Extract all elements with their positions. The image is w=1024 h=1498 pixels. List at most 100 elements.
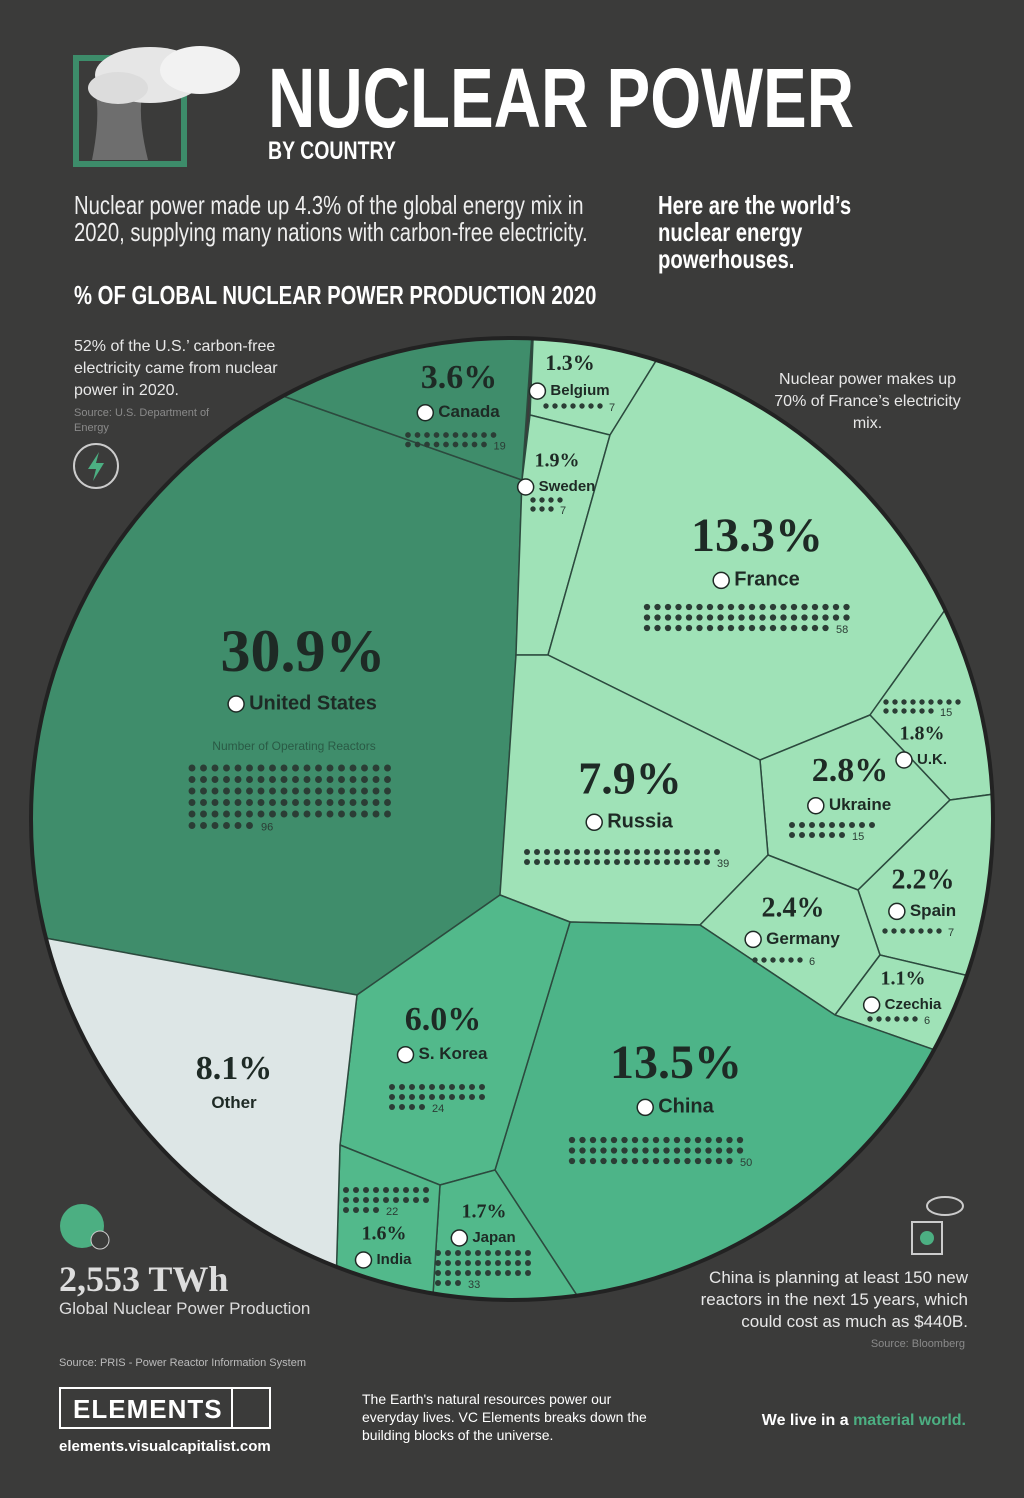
reactor-dot [738, 614, 745, 621]
reactor-dot [789, 832, 795, 838]
reactor-dot [614, 859, 620, 865]
reactor-dot [246, 776, 253, 783]
globe-icon [90, 1230, 110, 1250]
reactor-dot [246, 787, 253, 795]
reactor-dot [361, 787, 368, 795]
reactor-dot [505, 1270, 511, 1276]
reactor-count: 58 [836, 624, 848, 636]
reactor-count: 6 [809, 956, 815, 968]
reactor-dot [748, 624, 756, 632]
reactor-dot [614, 849, 620, 855]
reactor-dot [530, 497, 536, 503]
reactor-dot [280, 799, 288, 806]
reactor-dot [525, 1250, 531, 1256]
reactor-dot [315, 810, 322, 818]
reactor-dot [706, 624, 714, 632]
reactor-dot [664, 849, 670, 855]
url: elements.visualcapitalist.com [59, 1438, 271, 1455]
reactor-dot [674, 849, 680, 855]
reactor-dot [384, 799, 391, 806]
reactor-dot [822, 624, 829, 632]
reactor-dot [574, 849, 580, 855]
reactor-dot [343, 1197, 349, 1203]
reactor-dot [462, 441, 468, 448]
reactor-dot [353, 1187, 359, 1193]
reactor-dot [726, 1157, 733, 1165]
reactor-dot [234, 810, 242, 818]
reactor-dot [624, 849, 630, 855]
reactor-dot [564, 849, 570, 855]
reactor-dot [534, 859, 540, 865]
reactor-dot [673, 1147, 681, 1154]
reactor-dot [471, 432, 478, 438]
reactor-dot [644, 859, 650, 865]
reactor-dot [643, 603, 651, 611]
reactor-dot [790, 603, 798, 611]
reactor-dot [525, 1270, 531, 1276]
reactor-dot [490, 432, 497, 438]
country-label: Canada [438, 402, 500, 421]
reactor-dot [435, 1250, 441, 1256]
reactor-dots [882, 928, 942, 934]
reactor-dot [600, 1157, 607, 1165]
reactor-dot [642, 1136, 649, 1144]
reactor-dot [455, 1280, 461, 1286]
reactor-dot [389, 1094, 395, 1100]
reactor-count: 6 [924, 1015, 930, 1027]
reactor-dot [363, 1187, 369, 1193]
reactor-dot [269, 810, 276, 818]
reactor-dot [819, 832, 825, 838]
reactor-dot [269, 776, 276, 783]
reactor-dot [621, 1157, 628, 1165]
reactor-count: 24 [432, 1103, 444, 1115]
value-label: 2.8% [812, 752, 889, 789]
reactor-dot [469, 1094, 475, 1100]
reactor-dot [405, 432, 411, 438]
flag [807, 796, 825, 815]
reactor-count: 7 [948, 927, 954, 939]
reactor-dot [554, 849, 560, 855]
flag [585, 813, 603, 832]
reactor-dot [292, 799, 299, 806]
reactor-dot [338, 810, 345, 818]
reactor-dot [883, 708, 889, 714]
reactor-dot [524, 859, 530, 865]
reactor-dot [372, 776, 380, 783]
country-label: Sweden [539, 478, 596, 495]
reactor-dot [188, 822, 196, 829]
reactor-dot [455, 1260, 461, 1266]
reactor-dot [524, 849, 530, 855]
reactor-dot [554, 859, 560, 865]
reactor-dot [859, 822, 865, 828]
reactor-dot [372, 787, 380, 795]
brand-icon [231, 1389, 271, 1427]
reactor-count: 7 [609, 402, 615, 414]
reactor-dot [759, 614, 766, 621]
reactor-dot [361, 810, 368, 818]
value-label: 8.1% [196, 1050, 273, 1087]
reactor-dots [524, 849, 720, 865]
reactor-dot [809, 822, 815, 828]
reactor-dot [769, 614, 777, 621]
reactor-dot [903, 1016, 909, 1022]
reactor-dot [223, 822, 230, 829]
flag [416, 403, 435, 422]
reactor-dot [849, 822, 855, 828]
reactor-dot [384, 810, 391, 818]
reactor-dot [624, 859, 630, 865]
reactor-count: 39 [717, 858, 729, 870]
reactor-dot [462, 432, 468, 438]
reactor-dot [654, 849, 660, 855]
reactor-dot [343, 1187, 349, 1193]
reactor-dot [349, 776, 357, 783]
labels: 30.9% United States 96 3.6% Canada 19 1.3% Belg… [188, 350, 961, 1291]
reactor-dot [727, 614, 735, 621]
annotation: 52% of the U.S.’ carbon-free electricity… [74, 338, 278, 399]
reactor-dot [419, 1084, 425, 1090]
reactor-dot [372, 799, 380, 806]
reactor-dot [564, 859, 570, 865]
reactor-dot [433, 441, 440, 448]
reactor-dot [449, 1094, 455, 1100]
reactor-dot [200, 764, 207, 772]
value-label: 13.5% [610, 1036, 742, 1089]
